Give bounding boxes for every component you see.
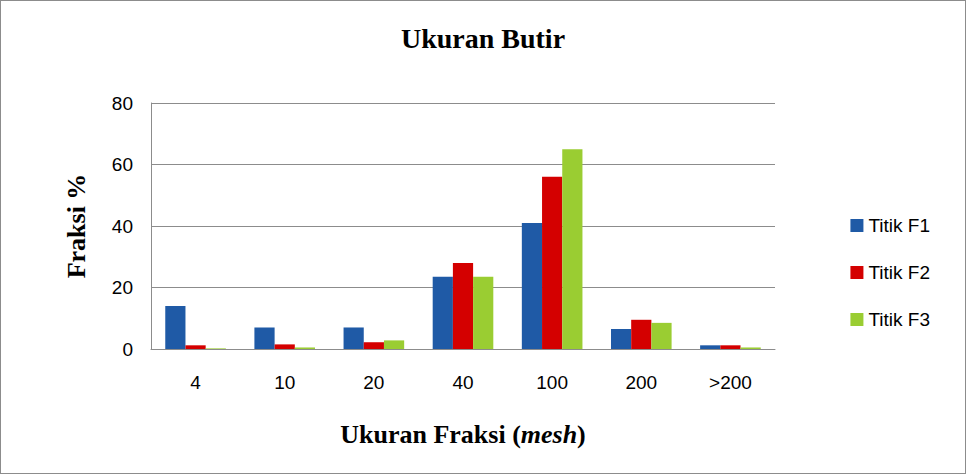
svg-text:Titik F2: Titik F2 bbox=[868, 262, 930, 283]
svg-text:60: 60 bbox=[112, 154, 133, 175]
svg-text:): ) bbox=[577, 420, 586, 449]
svg-text:0: 0 bbox=[122, 339, 133, 360]
svg-text:Titik F1: Titik F1 bbox=[868, 215, 930, 236]
svg-text:40: 40 bbox=[452, 372, 473, 393]
svg-text:>200: >200 bbox=[709, 372, 752, 393]
svg-text:40: 40 bbox=[112, 216, 133, 237]
svg-text:20: 20 bbox=[112, 277, 133, 298]
svg-text:200: 200 bbox=[625, 372, 657, 393]
svg-text:4: 4 bbox=[190, 372, 201, 393]
svg-text:Ukuran Fraksi (: Ukuran Fraksi ( bbox=[340, 420, 521, 449]
svg-text:Ukuran Butir: Ukuran Butir bbox=[401, 23, 565, 54]
svg-text:20: 20 bbox=[363, 372, 384, 393]
svg-text:80: 80 bbox=[112, 93, 133, 114]
svg-text:Titik F3: Titik F3 bbox=[868, 309, 930, 330]
svg-text:Fraksi %: Fraksi % bbox=[62, 174, 91, 279]
svg-text:10: 10 bbox=[274, 372, 295, 393]
svg-text:mesh: mesh bbox=[521, 420, 577, 449]
svg-text:100: 100 bbox=[536, 372, 568, 393]
